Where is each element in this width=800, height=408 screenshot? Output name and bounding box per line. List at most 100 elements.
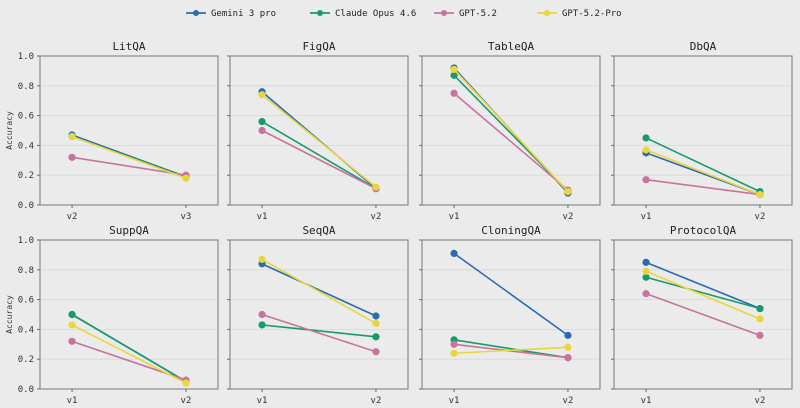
legend-marker (441, 10, 447, 16)
series-line-3 (645, 149, 761, 196)
y-tick-label: 0.4 (18, 141, 34, 151)
subplot-protocolqa: ProtocolQA v1 v2 (611, 224, 793, 406)
plot-frame (39, 55, 219, 206)
x-tick-label: v2 (563, 212, 574, 222)
data-point (258, 126, 266, 135)
x-tick-label: v2 (755, 396, 766, 406)
subplot-title: FigQA (302, 40, 335, 53)
x-tick-label: v1 (257, 212, 268, 222)
subplot-tableqa: TableQA v1 v2 (419, 40, 601, 222)
y-axis-label: Accuracy (5, 295, 14, 334)
plot-frame (229, 55, 409, 206)
legend-label: Gemini 3 pro (211, 9, 276, 19)
subplot-cloningqa: CloningQA v1 v2 (419, 224, 601, 406)
y-tick-label: 0.4 (18, 325, 34, 335)
subplot-suppqa: SuppQA 0.0 0.2 0.4 0.6 0.8 1.0 Accuracy v1 v2 (5, 224, 219, 406)
data-point (450, 71, 458, 79)
legend-label: GPT-5.2 (459, 9, 497, 19)
x-tick-label: v2 (563, 396, 574, 406)
data-point (450, 349, 458, 357)
subplot-litqa: LitQA 0.0 0.2 0.4 0.6 0.8 1.0 Accuracy v2 v3 (5, 40, 219, 222)
subplot-title: DbQA (690, 40, 717, 53)
data-point (450, 340, 458, 348)
data-point (642, 290, 650, 298)
x-tick-label: v1 (641, 396, 652, 406)
legend-item: Gemini 3 pro (186, 9, 276, 19)
data-point (372, 319, 380, 328)
legend-marker (193, 10, 199, 16)
data-point (372, 183, 380, 191)
data-point (258, 310, 266, 319)
y-axis-label: Accuracy (5, 111, 14, 150)
data-point (642, 146, 650, 154)
data-point (68, 321, 76, 329)
series-line-3 (453, 346, 569, 355)
y-tick-label: 0.6 (18, 296, 34, 306)
data-point (450, 89, 458, 97)
series-line-1 (261, 120, 377, 190)
data-point (564, 343, 572, 351)
series-line-3 (71, 324, 187, 384)
series-line-3 (71, 135, 187, 179)
data-point (564, 354, 572, 362)
legend-item: GPT-5.2-Pro (537, 9, 622, 19)
x-tick-label: v1 (257, 396, 268, 406)
series-line-2 (645, 178, 761, 196)
data-point (642, 176, 650, 184)
subplot-figqa: FigQA v1 v2 (227, 40, 409, 222)
data-point (642, 267, 650, 275)
series-line-1 (71, 313, 187, 383)
y-tick-label: 0.2 (18, 355, 34, 365)
y-tick-label: 0.0 (18, 201, 34, 211)
y-tick-label: 1.0 (18, 236, 34, 246)
legend-item: Claude Opus 4.6 (310, 9, 416, 19)
subplot-title: CloningQA (481, 224, 541, 237)
subplot-title: SeqQA (302, 224, 335, 237)
series-line-2 (453, 92, 569, 191)
y-tick-label: 0.8 (18, 82, 34, 92)
data-point (258, 117, 266, 126)
data-point (564, 187, 572, 196)
series-line-2 (261, 313, 377, 353)
series-line-3 (261, 258, 377, 325)
data-point (68, 310, 76, 319)
y-tick-label: 0.0 (18, 385, 34, 395)
data-point (756, 190, 764, 199)
subplot-title: TableQA (488, 40, 535, 53)
data-point (372, 348, 380, 356)
series-line-0 (645, 261, 761, 310)
plot-frame (421, 55, 601, 206)
x-tick-label: v2 (67, 212, 78, 222)
x-tick-label: v2 (371, 212, 382, 222)
y-tick-label: 0.8 (18, 266, 34, 276)
plot-frame (229, 239, 409, 390)
x-tick-label: v1 (67, 396, 78, 406)
y-tick-label: 0.6 (18, 112, 34, 122)
legend-marker (317, 10, 323, 16)
y-tick-label: 1.0 (18, 52, 34, 62)
data-point (642, 273, 650, 281)
subplot-title: ProtocolQA (670, 224, 737, 237)
series-line-1 (645, 276, 761, 310)
x-tick-label: v1 (449, 212, 460, 222)
series-line-3 (453, 68, 569, 193)
plot-frame (421, 239, 601, 390)
series-line-3 (645, 270, 761, 320)
data-point (258, 321, 266, 329)
data-point (68, 153, 76, 161)
series-line-2 (71, 156, 187, 176)
data-point (258, 91, 266, 99)
series-line-0 (453, 252, 569, 337)
data-point (182, 379, 190, 387)
series-line-0 (261, 263, 377, 317)
x-tick-label: v3 (181, 212, 192, 222)
x-tick-label: v2 (371, 396, 382, 406)
data-point (564, 331, 572, 339)
data-point (372, 312, 380, 320)
data-point (756, 304, 764, 313)
data-point (642, 134, 650, 142)
subplot-title: SuppQA (109, 224, 149, 237)
legend-marker (544, 10, 550, 16)
y-tick-label: 0.2 (18, 171, 34, 181)
